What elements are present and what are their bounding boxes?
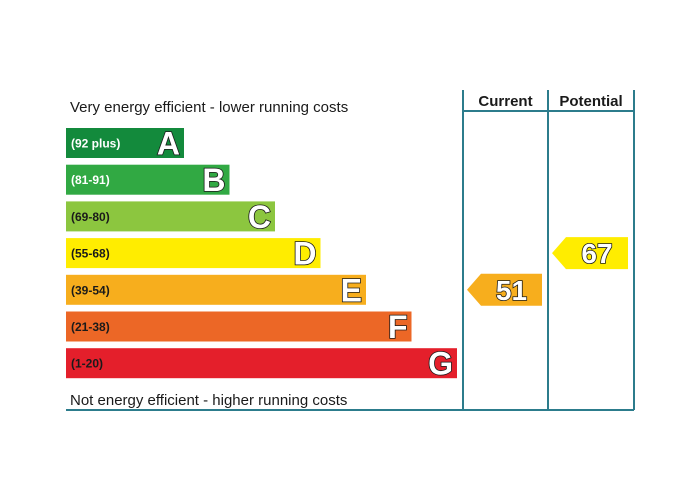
score-value: 67 xyxy=(581,238,612,269)
rating-scores: 51 67 xyxy=(467,237,628,307)
band-bar xyxy=(66,348,457,379)
top-caption: Very energy efficient - lower running co… xyxy=(70,99,348,116)
score-arrow xyxy=(467,273,542,306)
band-d: (55-68) D xyxy=(66,235,321,272)
band-b: (81-91) B xyxy=(66,161,230,199)
band-letter: C xyxy=(248,199,271,235)
band-c: (69-80) C xyxy=(66,198,275,236)
band-letter: E xyxy=(341,272,362,308)
rating-table-frame: Current Potential xyxy=(66,90,635,411)
band-bar xyxy=(66,164,230,195)
bottom-caption: Not energy efficient - higher running co… xyxy=(70,392,347,409)
band-f: (21-38) F xyxy=(66,308,412,346)
band-letter: F xyxy=(388,309,408,345)
band-range-label: (21-38) xyxy=(71,320,110,334)
band-g: (1-20) G xyxy=(66,345,457,383)
band-e: (39-54) E xyxy=(66,271,366,309)
band-bar xyxy=(66,238,321,269)
band-range-label: (55-68) xyxy=(71,247,110,261)
band-bar xyxy=(66,311,412,342)
band-a: (92 plus) A xyxy=(66,125,184,162)
score-arrow xyxy=(552,237,628,270)
band-letter: G xyxy=(428,346,453,382)
band-bar xyxy=(66,201,275,232)
current-column-header: Current xyxy=(478,93,532,110)
band-range-label: (39-54) xyxy=(71,283,110,297)
score-value: 51 xyxy=(496,275,527,306)
band-range-label: (69-80) xyxy=(71,210,110,224)
band-bar xyxy=(66,274,366,305)
rating-bands: (92 plus) A(81-91) B(69-80) C(55-68) D(39-54… xyxy=(66,125,457,383)
potential-score: 67 xyxy=(552,237,628,270)
band-range-label: (1-20) xyxy=(71,357,103,371)
band-letter: B xyxy=(202,162,225,198)
band-bar xyxy=(66,128,184,158)
band-range-label: (81-91) xyxy=(71,173,110,187)
current-score: 51 xyxy=(467,273,542,307)
band-letter: A xyxy=(157,126,180,162)
potential-column-header: Potential xyxy=(559,93,622,110)
band-range-label: (92 plus) xyxy=(71,137,120,151)
band-letter: D xyxy=(293,236,316,272)
